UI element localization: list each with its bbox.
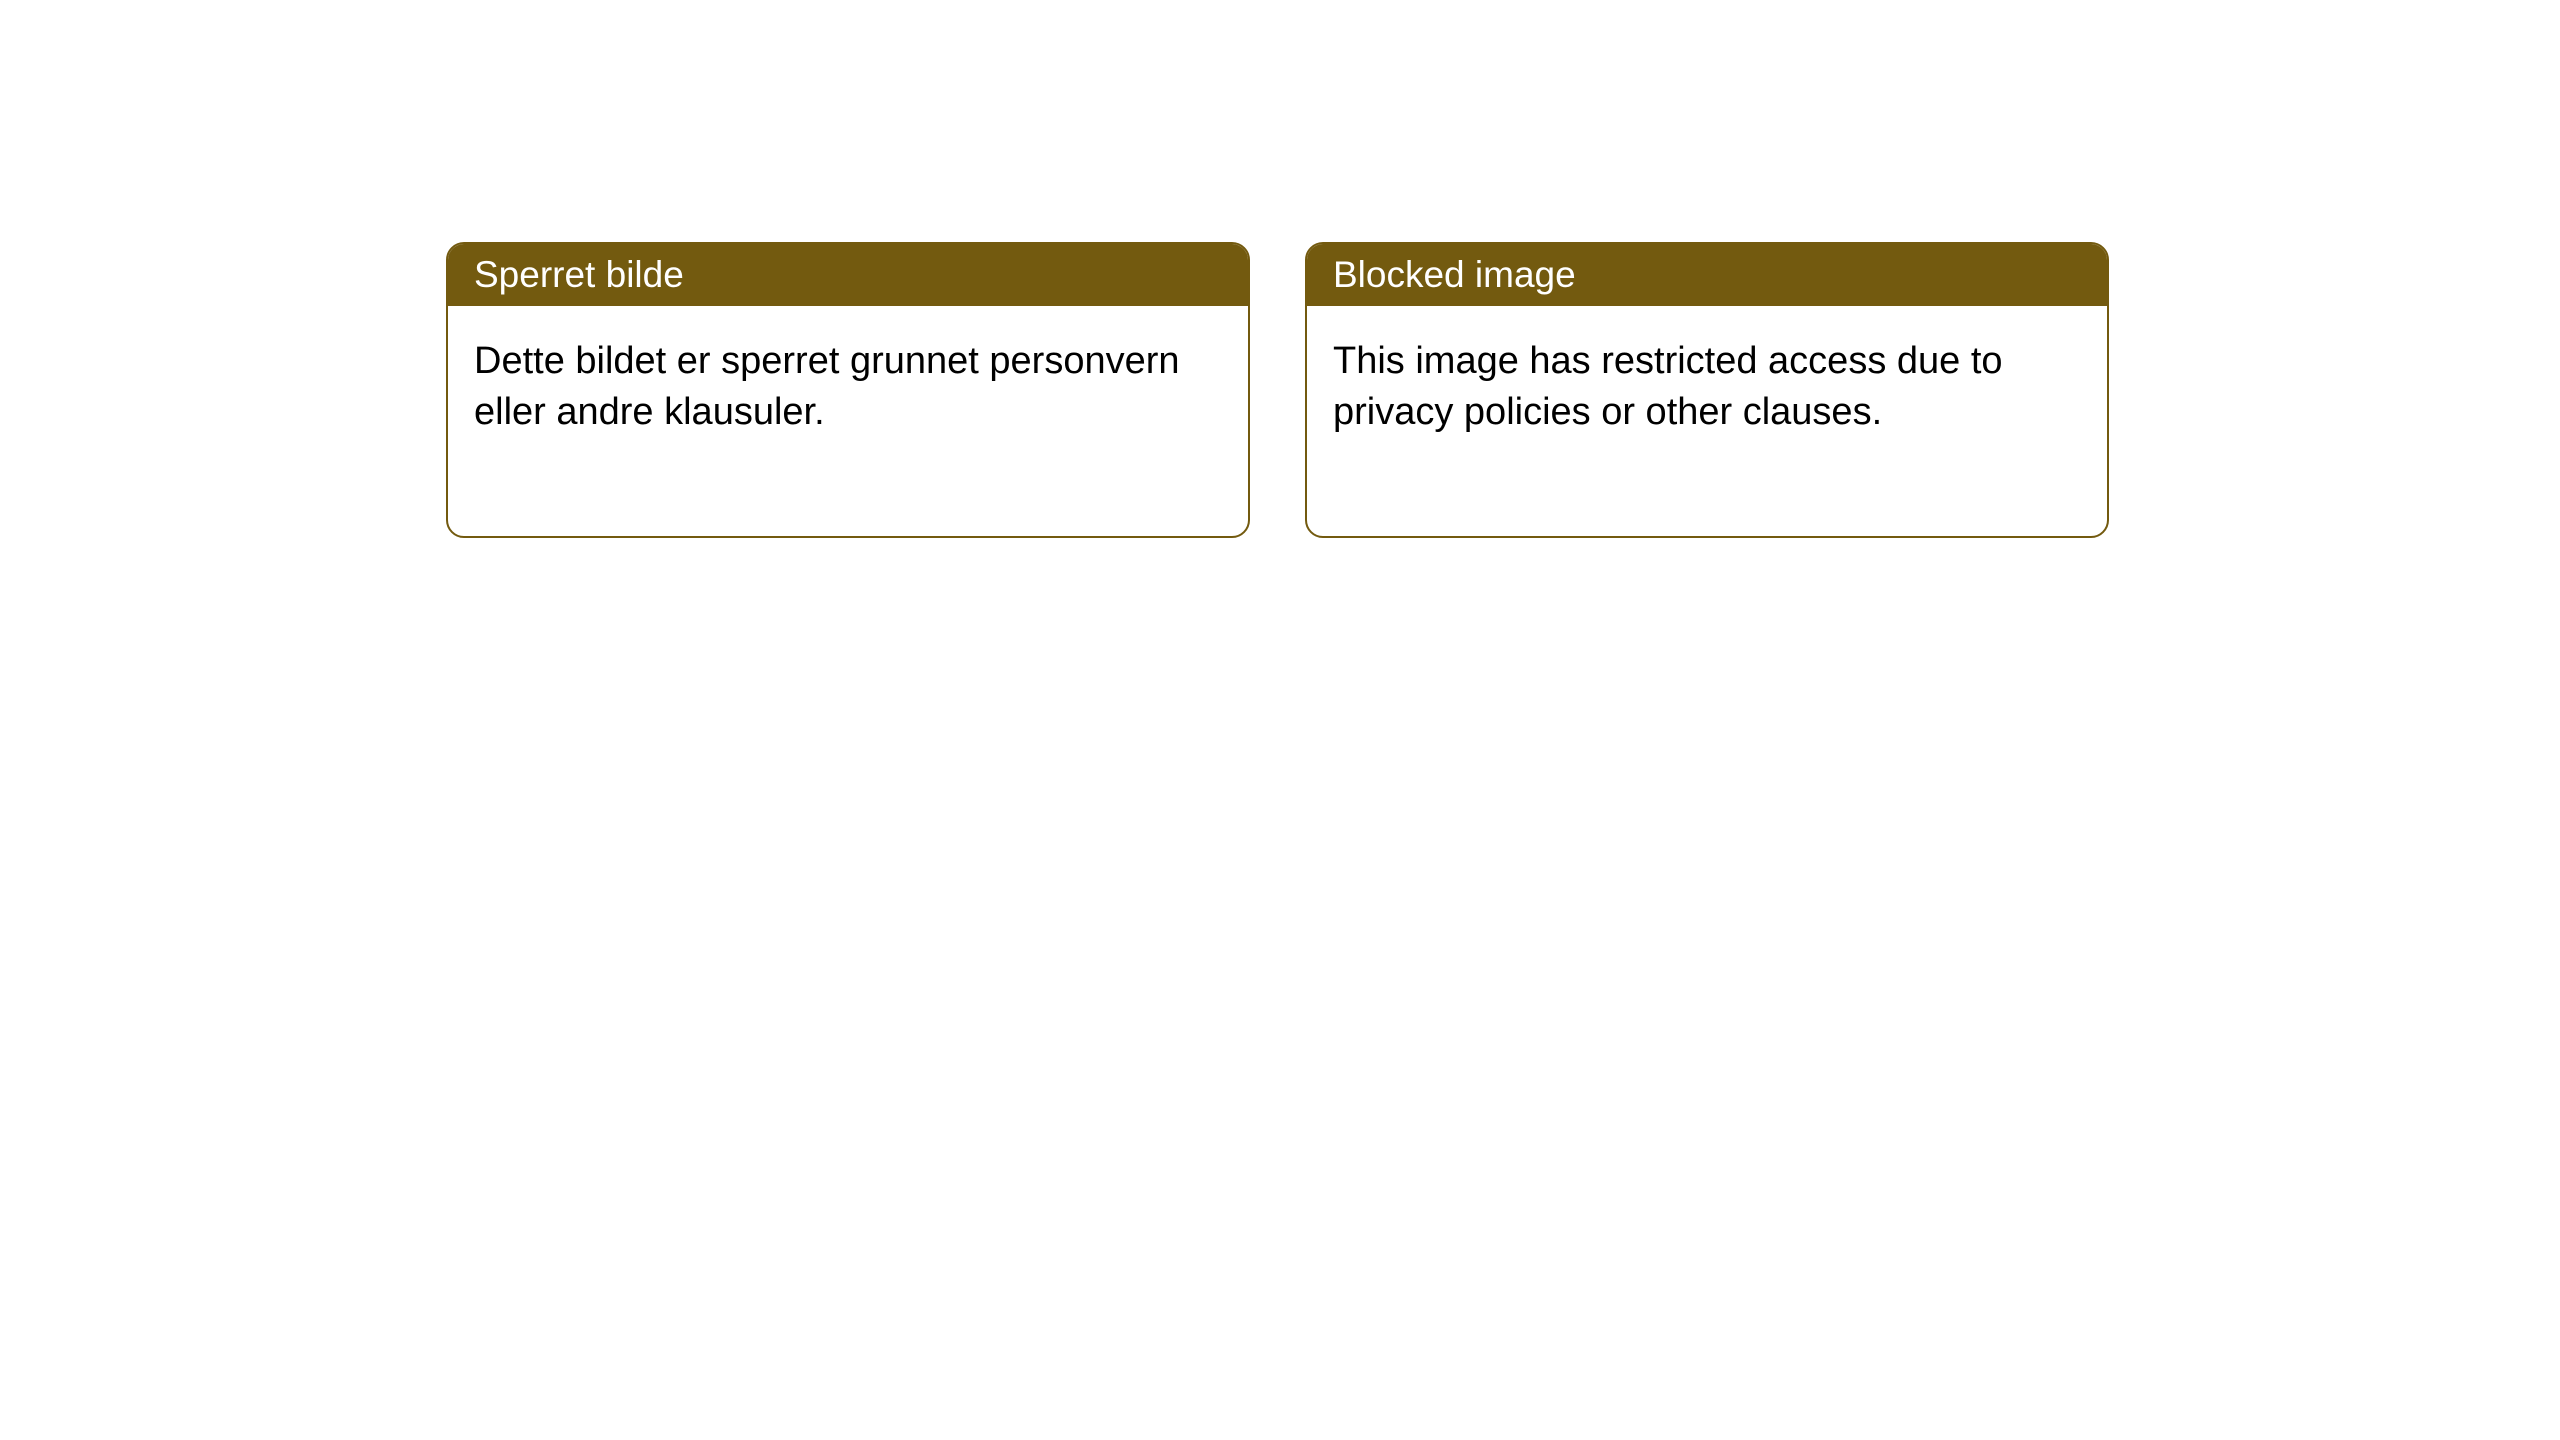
notice-card-english: Blocked image This image has restricted … <box>1305 242 2109 538</box>
notice-body: Dette bildet er sperret grunnet personve… <box>448 306 1248 536</box>
notice-body: This image has restricted access due to … <box>1307 306 2107 536</box>
notice-container: Sperret bilde Dette bildet er sperret gr… <box>0 0 2560 538</box>
notice-card-norwegian: Sperret bilde Dette bildet er sperret gr… <box>446 242 1250 538</box>
notice-header: Blocked image <box>1307 244 2107 306</box>
notice-header: Sperret bilde <box>448 244 1248 306</box>
